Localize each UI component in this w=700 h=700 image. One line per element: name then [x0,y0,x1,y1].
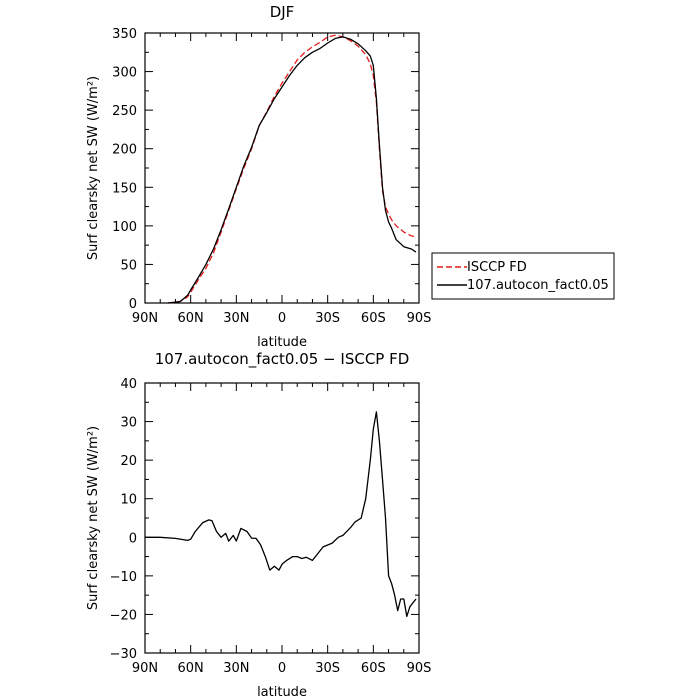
x-tick-label: 90N [132,661,158,676]
legend: ISCCP FD 107.autocon_fact0.05 [431,252,615,300]
y-axis-label: Surf clearsky net SW (W/m²) [86,76,101,260]
x-tick-label: 0 [278,311,286,326]
chart-title: 107.autocon_fact0.05 − ISCCP FD [155,350,410,369]
y-tick-label: 20 [120,454,137,469]
y-tick-label: 10 [120,493,137,508]
top-chart: DJF 90N 60N 30N 0 30S 60S 90S 0 50 100 150 200 250 3… [86,3,431,350]
series-line-2 [167,36,417,304]
x-tick-label: 60N [178,661,204,676]
bottom-chart: 107.autocon_fact0.05 − ISCCP FD 90N 60N 30… [86,350,431,700]
series-group [167,34,417,304]
y-tick-label: 150 [112,181,137,196]
y-tick-label: 100 [112,220,137,235]
y-tick-label: 250 [112,104,137,119]
x-axis-label: latitude [257,685,307,700]
plot-frame [144,32,420,304]
legend-box [431,252,615,300]
legend-entry-isccp: ISCCP FD [467,260,527,275]
x-tick-label: 90S [407,311,432,326]
y-axis: −30 −20 −10 0 10 20 30 40 [110,377,419,662]
x-tick-label: 30N [223,311,249,326]
y-tick-label: 50 [120,258,137,273]
y-tick-label: 300 [112,66,137,81]
series-group [145,411,417,618]
y-tick-label: −30 [110,647,137,662]
y-axis: 0 50 100 150 200 250 300 350 [112,27,419,312]
legend-entry-model: 107.autocon_fact0.05 [467,278,609,293]
y-tick-label: −20 [110,608,137,623]
y-tick-label: 350 [112,27,137,42]
x-tick-label: 90N [132,311,158,326]
y-tick-label: 200 [112,143,137,158]
x-tick-label: 60S [361,661,386,676]
x-axis-label: latitude [257,335,307,350]
x-tick-label: 30S [315,661,340,676]
chart-title: DJF [270,3,295,21]
y-axis-label: Surf clearsky net SW (W/m²) [86,426,101,610]
x-axis: 90N 60N 30N 0 30S 60S 90S [132,33,432,326]
series-line-1 [145,411,417,618]
x-tick-label: 60S [361,311,386,326]
y-tick-label: 0 [129,297,137,312]
series-line-1 [167,34,417,304]
y-tick-label: 30 [120,416,137,431]
x-tick-label: 30N [223,661,249,676]
y-tick-label: 0 [129,531,137,546]
y-tick-label: −10 [110,570,137,585]
x-tick-label: 0 [278,661,286,676]
x-tick-label: 30S [315,311,340,326]
x-tick-label: 90S [407,661,432,676]
x-axis: 90N 60N 30N 0 30S 60S 90S [132,383,432,676]
x-tick-label: 60N [178,311,204,326]
y-tick-label: 40 [120,377,137,392]
